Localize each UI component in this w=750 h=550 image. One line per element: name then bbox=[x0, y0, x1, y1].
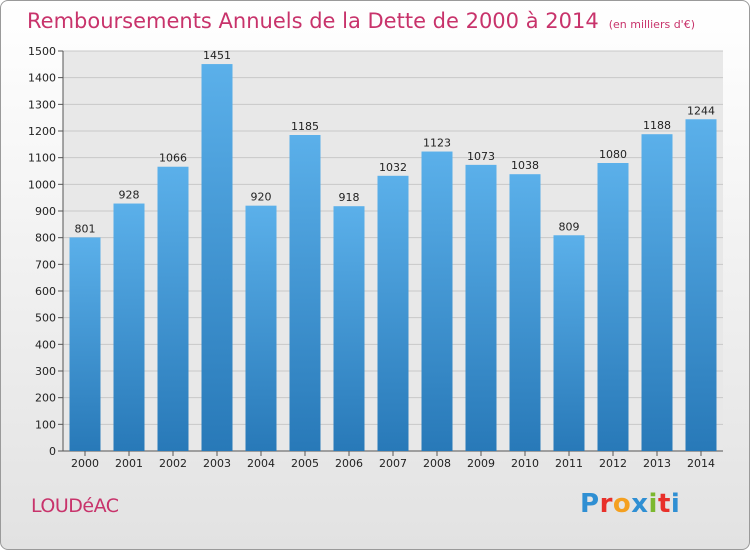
bar bbox=[421, 151, 453, 452]
logo-letter: x bbox=[631, 489, 649, 519]
x-tick-label: 2010 bbox=[511, 457, 539, 470]
bar bbox=[509, 174, 541, 451]
logo-letter: i bbox=[648, 489, 658, 519]
chart-subtitle: (en milliers d'€) bbox=[608, 18, 695, 31]
bar-value-label: 920 bbox=[251, 191, 272, 204]
proxiti-logo: Proxiti bbox=[580, 489, 680, 519]
x-tick-label: 2004 bbox=[247, 457, 275, 470]
logo-letter: o bbox=[612, 489, 632, 519]
bar bbox=[245, 205, 277, 451]
bar-value-label: 809 bbox=[559, 220, 580, 233]
x-tick-label: 2009 bbox=[467, 457, 495, 470]
y-tick-label: 1100 bbox=[28, 152, 56, 165]
y-tick-label: 200 bbox=[35, 392, 56, 405]
y-tick-label: 1000 bbox=[28, 178, 56, 191]
logo-letter: i bbox=[670, 489, 681, 519]
bar bbox=[553, 235, 585, 451]
title-text: Remboursements Annuels de la Dette de 20… bbox=[27, 9, 599, 33]
bar-value-label: 928 bbox=[119, 189, 140, 202]
y-tick-label: 600 bbox=[35, 285, 56, 298]
bar bbox=[641, 134, 673, 451]
y-tick-label: 1300 bbox=[28, 98, 56, 111]
x-tick-label: 2007 bbox=[379, 457, 407, 470]
y-tick-label: 1500 bbox=[28, 45, 56, 58]
x-tick-label: 2006 bbox=[335, 457, 363, 470]
y-tick-label: 100 bbox=[35, 418, 56, 431]
x-tick-label: 2012 bbox=[599, 457, 627, 470]
y-tick-label: 1200 bbox=[28, 125, 56, 138]
x-tick-label: 2005 bbox=[291, 457, 319, 470]
bar-value-label: 1123 bbox=[423, 137, 451, 150]
bar-value-label: 1451 bbox=[203, 49, 231, 62]
bar-value-label: 918 bbox=[339, 191, 360, 204]
y-tick-label: 300 bbox=[35, 365, 56, 378]
y-tick-label: 400 bbox=[35, 338, 56, 351]
y-tick-label: 0 bbox=[49, 445, 56, 458]
bar-value-label: 1038 bbox=[511, 159, 539, 172]
y-tick-label: 800 bbox=[35, 232, 56, 245]
bar-value-label: 801 bbox=[75, 222, 96, 235]
bar bbox=[597, 163, 629, 451]
x-tick-label: 2000 bbox=[71, 457, 99, 470]
x-tick-label: 2008 bbox=[423, 457, 451, 470]
x-tick-label: 2011 bbox=[555, 457, 583, 470]
bar bbox=[465, 164, 497, 451]
bar-value-label: 1073 bbox=[467, 150, 495, 163]
bar bbox=[157, 166, 189, 451]
bar-value-label: 1185 bbox=[291, 120, 319, 133]
x-tick-label: 2001 bbox=[115, 457, 143, 470]
bar-value-label: 1188 bbox=[643, 119, 671, 132]
x-tick-label: 2003 bbox=[203, 457, 231, 470]
logo-letter: r bbox=[599, 489, 613, 519]
y-tick-label: 900 bbox=[35, 205, 56, 218]
bar bbox=[113, 203, 145, 451]
y-tick-label: 700 bbox=[35, 258, 56, 271]
bar-value-label: 1032 bbox=[379, 161, 407, 174]
y-tick-label: 500 bbox=[35, 312, 56, 325]
bar bbox=[201, 64, 233, 452]
x-tick-label: 2013 bbox=[643, 457, 671, 470]
bar-value-label: 1080 bbox=[599, 148, 627, 161]
y-tick-label: 1400 bbox=[28, 72, 56, 85]
commune-name: LOUDéAC bbox=[31, 495, 119, 517]
bar bbox=[69, 237, 101, 451]
bar bbox=[377, 175, 409, 452]
bar bbox=[333, 206, 365, 451]
logo-letter: t bbox=[657, 489, 671, 519]
bar-value-label: 1066 bbox=[159, 152, 187, 165]
bar-value-label: 1244 bbox=[687, 104, 715, 117]
x-tick-label: 2014 bbox=[687, 457, 715, 470]
bar bbox=[289, 135, 321, 451]
x-tick-label: 2002 bbox=[159, 457, 187, 470]
chart-title: Remboursements Annuels de la Dette de 20… bbox=[27, 9, 695, 33]
bar bbox=[685, 119, 717, 452]
logo-letter: P bbox=[580, 489, 600, 519]
